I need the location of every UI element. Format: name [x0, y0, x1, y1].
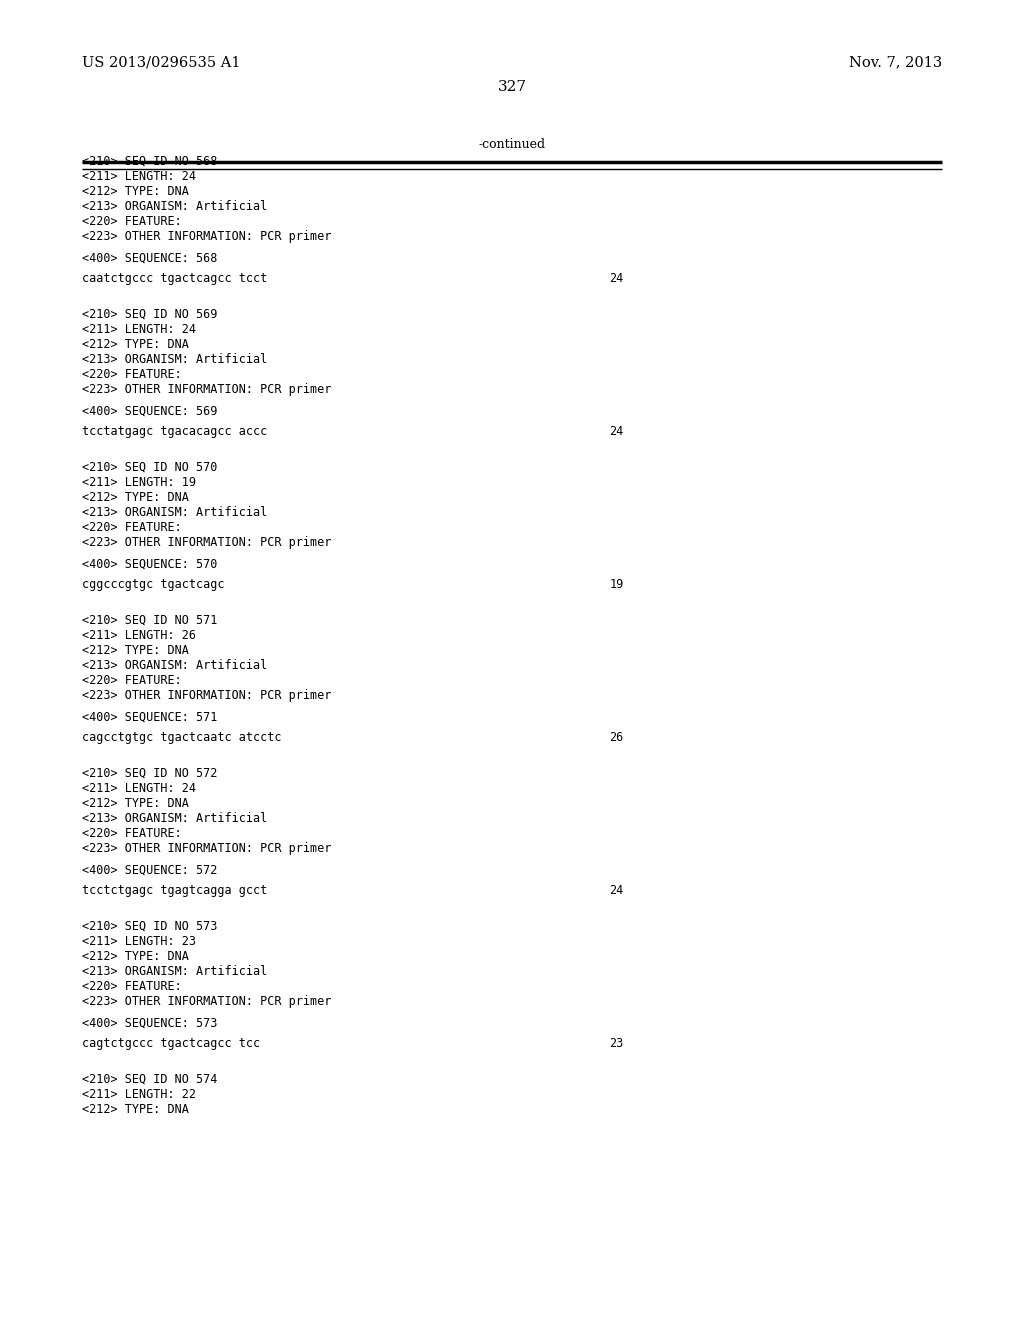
- Text: tcctctgagc tgagtcagga gcct: tcctctgagc tgagtcagga gcct: [82, 884, 267, 898]
- Text: <400> SEQUENCE: 573: <400> SEQUENCE: 573: [82, 1016, 217, 1030]
- Text: <211> LENGTH: 24: <211> LENGTH: 24: [82, 781, 196, 795]
- Text: <213> ORGANISM: Artificial: <213> ORGANISM: Artificial: [82, 659, 267, 672]
- Text: US 2013/0296535 A1: US 2013/0296535 A1: [82, 55, 241, 69]
- Text: -continued: -continued: [478, 139, 546, 150]
- Text: <213> ORGANISM: Artificial: <213> ORGANISM: Artificial: [82, 965, 267, 978]
- Text: <213> ORGANISM: Artificial: <213> ORGANISM: Artificial: [82, 201, 267, 213]
- Text: <210> SEQ ID NO 568: <210> SEQ ID NO 568: [82, 154, 217, 168]
- Text: <211> LENGTH: 22: <211> LENGTH: 22: [82, 1088, 196, 1101]
- Text: <210> SEQ ID NO 569: <210> SEQ ID NO 569: [82, 308, 217, 321]
- Text: 26: 26: [609, 731, 624, 744]
- Text: <213> ORGANISM: Artificial: <213> ORGANISM: Artificial: [82, 506, 267, 519]
- Text: <212> TYPE: DNA: <212> TYPE: DNA: [82, 491, 188, 504]
- Text: <223> OTHER INFORMATION: PCR primer: <223> OTHER INFORMATION: PCR primer: [82, 536, 332, 549]
- Text: <400> SEQUENCE: 568: <400> SEQUENCE: 568: [82, 252, 217, 265]
- Text: <213> ORGANISM: Artificial: <213> ORGANISM: Artificial: [82, 812, 267, 825]
- Text: <212> TYPE: DNA: <212> TYPE: DNA: [82, 185, 188, 198]
- Text: 24: 24: [609, 425, 624, 438]
- Text: 24: 24: [609, 272, 624, 285]
- Text: <211> LENGTH: 24: <211> LENGTH: 24: [82, 323, 196, 337]
- Text: <211> LENGTH: 24: <211> LENGTH: 24: [82, 170, 196, 183]
- Text: cggcccgtgc tgactcagc: cggcccgtgc tgactcagc: [82, 578, 224, 591]
- Text: <400> SEQUENCE: 569: <400> SEQUENCE: 569: [82, 405, 217, 418]
- Text: <211> LENGTH: 26: <211> LENGTH: 26: [82, 630, 196, 642]
- Text: <223> OTHER INFORMATION: PCR primer: <223> OTHER INFORMATION: PCR primer: [82, 842, 332, 855]
- Text: <210> SEQ ID NO 573: <210> SEQ ID NO 573: [82, 920, 217, 933]
- Text: <223> OTHER INFORMATION: PCR primer: <223> OTHER INFORMATION: PCR primer: [82, 689, 332, 702]
- Text: <220> FEATURE:: <220> FEATURE:: [82, 828, 181, 840]
- Text: <400> SEQUENCE: 570: <400> SEQUENCE: 570: [82, 558, 217, 572]
- Text: caatctgccc tgactcagcc tcct: caatctgccc tgactcagcc tcct: [82, 272, 267, 285]
- Text: <400> SEQUENCE: 571: <400> SEQUENCE: 571: [82, 711, 217, 723]
- Text: <210> SEQ ID NO 574: <210> SEQ ID NO 574: [82, 1073, 217, 1086]
- Text: cagtctgccc tgactcagcc tcc: cagtctgccc tgactcagcc tcc: [82, 1038, 260, 1049]
- Text: 24: 24: [609, 884, 624, 898]
- Text: 327: 327: [498, 81, 526, 94]
- Text: Nov. 7, 2013: Nov. 7, 2013: [849, 55, 942, 69]
- Text: cagcctgtgc tgactcaatc atcctc: cagcctgtgc tgactcaatc atcctc: [82, 731, 282, 744]
- Text: <212> TYPE: DNA: <212> TYPE: DNA: [82, 338, 188, 351]
- Text: <210> SEQ ID NO 571: <210> SEQ ID NO 571: [82, 614, 217, 627]
- Text: 23: 23: [609, 1038, 624, 1049]
- Text: <400> SEQUENCE: 572: <400> SEQUENCE: 572: [82, 865, 217, 876]
- Text: <212> TYPE: DNA: <212> TYPE: DNA: [82, 950, 188, 964]
- Text: <210> SEQ ID NO 570: <210> SEQ ID NO 570: [82, 461, 217, 474]
- Text: <210> SEQ ID NO 572: <210> SEQ ID NO 572: [82, 767, 217, 780]
- Text: <211> LENGTH: 23: <211> LENGTH: 23: [82, 935, 196, 948]
- Text: <223> OTHER INFORMATION: PCR primer: <223> OTHER INFORMATION: PCR primer: [82, 995, 332, 1008]
- Text: <212> TYPE: DNA: <212> TYPE: DNA: [82, 1104, 188, 1115]
- Text: 19: 19: [609, 578, 624, 591]
- Text: <212> TYPE: DNA: <212> TYPE: DNA: [82, 644, 188, 657]
- Text: <220> FEATURE:: <220> FEATURE:: [82, 215, 181, 228]
- Text: <220> FEATURE:: <220> FEATURE:: [82, 675, 181, 686]
- Text: <211> LENGTH: 19: <211> LENGTH: 19: [82, 477, 196, 488]
- Text: tcctatgagc tgacacagcc accc: tcctatgagc tgacacagcc accc: [82, 425, 267, 438]
- Text: <213> ORGANISM: Artificial: <213> ORGANISM: Artificial: [82, 352, 267, 366]
- Text: <223> OTHER INFORMATION: PCR primer: <223> OTHER INFORMATION: PCR primer: [82, 230, 332, 243]
- Text: <223> OTHER INFORMATION: PCR primer: <223> OTHER INFORMATION: PCR primer: [82, 383, 332, 396]
- Text: <220> FEATURE:: <220> FEATURE:: [82, 979, 181, 993]
- Text: <220> FEATURE:: <220> FEATURE:: [82, 368, 181, 381]
- Text: <212> TYPE: DNA: <212> TYPE: DNA: [82, 797, 188, 810]
- Text: <220> FEATURE:: <220> FEATURE:: [82, 521, 181, 535]
